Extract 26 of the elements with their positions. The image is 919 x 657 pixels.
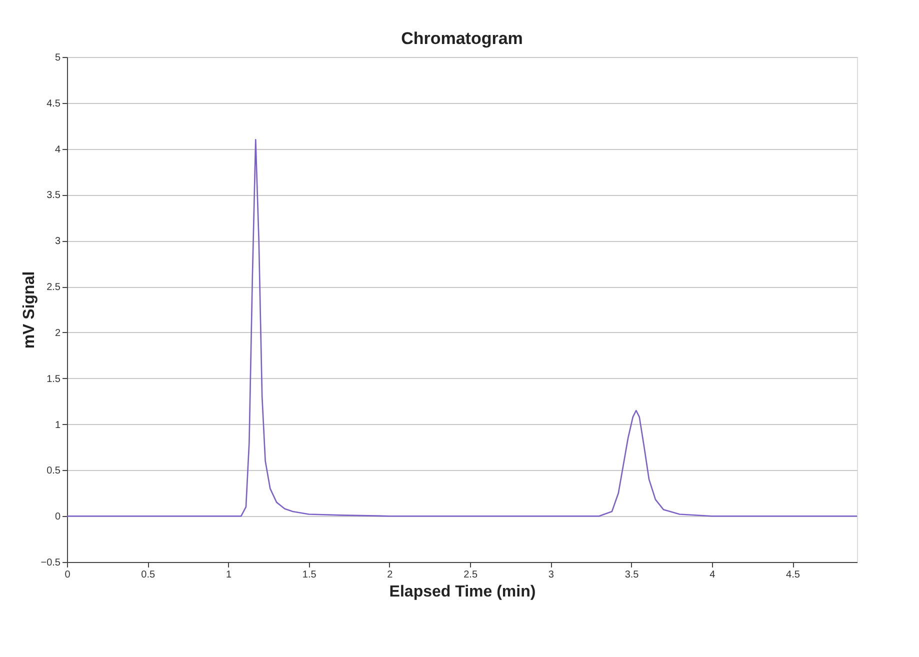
y-tick-label: 1 [54, 420, 61, 431]
y-tick-label: 4 [54, 144, 61, 156]
x-axis-title: Elapsed Time (min) [389, 584, 536, 600]
x-tick-label: 1 [226, 570, 232, 580]
y-tick-label: 1.5 [46, 374, 61, 385]
x-tick-label: 0.5 [141, 570, 156, 580]
y-tick-label: 5 [54, 52, 61, 64]
x-tick-label: 4 [710, 570, 716, 580]
y-tick-label: 0.5 [46, 466, 61, 477]
y-tick-label: 3 [54, 236, 61, 248]
x-tick-label: 2.5 [464, 570, 478, 580]
y-tick-label: 4.5 [46, 98, 61, 110]
x-tick-label: 3.5 [624, 570, 640, 580]
x-tick-label: 0 [64, 570, 71, 580]
x-tick-label: 4.5 [786, 570, 800, 580]
y-tick-label: 2 [54, 328, 61, 339]
line-series [67, 138, 857, 517]
x-tick-label: 3 [548, 570, 554, 580]
x-tick-label: 1.5 [302, 570, 317, 580]
y-tick-label: −0.5 [40, 558, 61, 568]
x-tick-label: 2 [387, 570, 394, 580]
y-tick-label: 2.5 [46, 282, 61, 294]
y-tick-label: 0 [54, 512, 61, 523]
y-tick-label: 3.5 [46, 190, 61, 202]
chart-title: Chromatogram [401, 29, 523, 48]
y-axis-title: mV Signal [20, 271, 38, 349]
